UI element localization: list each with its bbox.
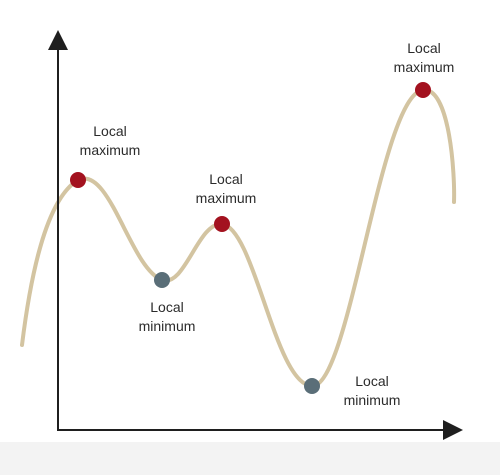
label-local-maximum-right: Local maximum	[393, 40, 455, 75]
label-local-maximum-middle: Local maximum	[195, 171, 257, 206]
local-maximum-point-middle	[214, 216, 230, 232]
local-maximum-point-right	[415, 82, 431, 98]
local-maximum-point-left	[70, 172, 86, 188]
x-axis-arrow-icon	[443, 420, 463, 440]
label-local-maximum-left: Local maximum	[79, 123, 141, 158]
local-minimum-point-right	[304, 378, 320, 394]
label-local-minimum-left: Local minimum	[138, 299, 196, 334]
y-axis-arrow-icon	[48, 30, 68, 50]
label-local-minimum-right: Local minimum	[343, 373, 401, 408]
local-minimum-point-left	[154, 272, 170, 288]
bottom-band	[0, 442, 500, 475]
